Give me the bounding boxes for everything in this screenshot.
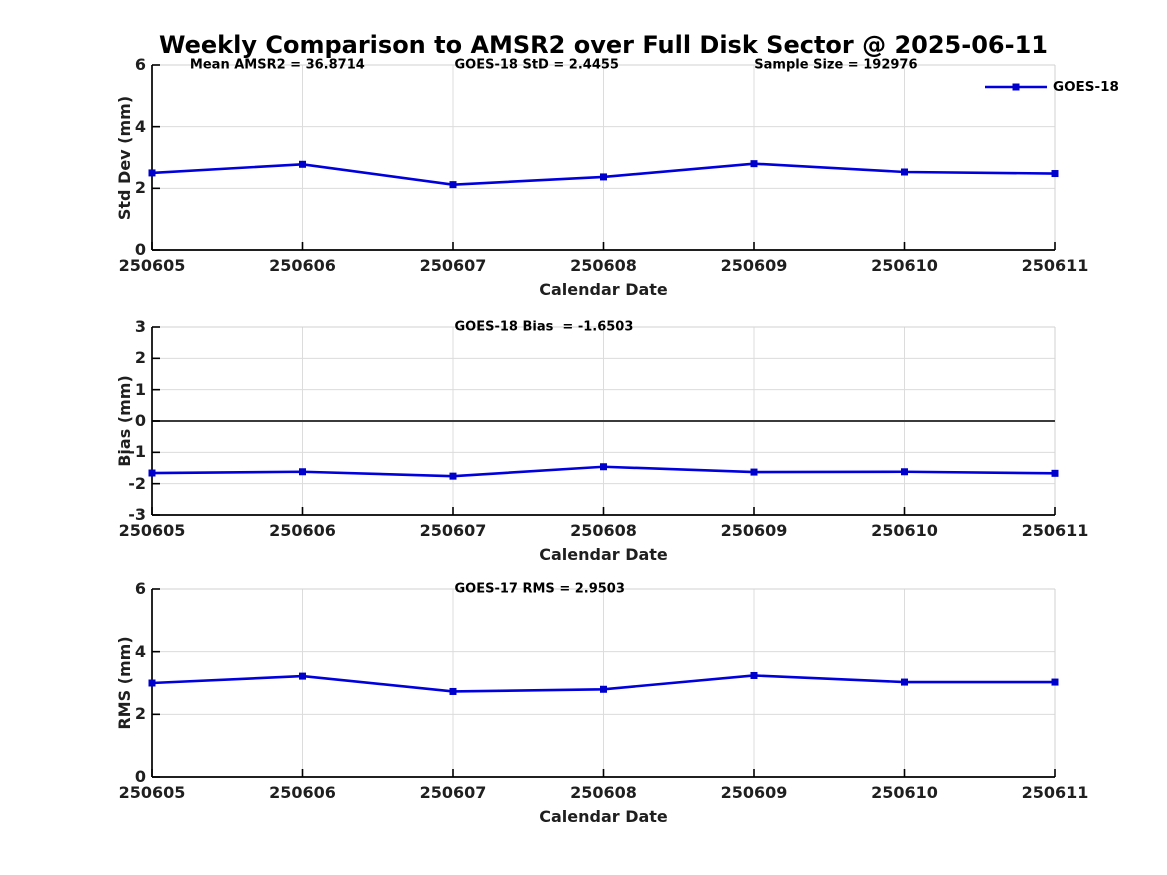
rms-series-marker [299,672,306,680]
rms-x-tick-label: 250605 [118,783,186,802]
bias-series-marker [600,463,607,471]
std-dev-x-tick-label: 250608 [570,256,637,275]
bias-x-axis-label: Calendar Date [539,545,668,564]
rms-y-axis-label: RMS (mm) [115,636,134,730]
std-dev-x-axis-label: Calendar Date [539,280,668,299]
rms-series-marker [600,685,607,693]
std-dev-x-tick-label: 250609 [720,256,788,275]
rms-x-tick-label: 250608 [570,783,637,802]
rms-x-tick-label: 250609 [720,783,788,802]
rms-y-tick-label: 2 [134,704,146,724]
rms-series-marker [148,679,156,687]
std-dev-x-tick-label: 250607 [419,256,487,275]
bias-series-marker [449,472,457,480]
bias-y-tick-label: 0 [134,411,146,430]
bias-y-tick-label: -2 [128,473,146,493]
bias-y-axis-label: Bias (mm) [115,375,134,467]
rms-y-tick-label: 6 [134,579,146,598]
rms-x-tick-label: 250606 [269,783,336,802]
rms-series-marker [750,671,758,679]
std-dev-x-tick-label: 250606 [269,256,336,275]
bias-x-tick-label: 250606 [269,521,336,540]
std-dev-y-tick-label: 6 [134,55,146,74]
rms-x-tick-label: 250610 [871,783,938,802]
std-dev-annotation: Sample Size = 192976 [754,57,918,73]
rms-series-marker [449,687,457,695]
bias-x-tick-label: 250607 [419,521,487,540]
rms-y-tick-label: 0 [134,767,146,786]
bias-x-tick-label: 250609 [720,521,788,540]
rms-x-tick-label: 250607 [419,783,487,802]
bias-y-tick-label: -3 [128,505,146,524]
bias-y-tick-label: 2 [134,348,146,368]
std-dev-y-tick-label: 0 [134,240,146,259]
bias-series-marker [750,468,758,476]
legend-marker-sample [1012,83,1020,91]
bias-x-tick-label: 250608 [570,521,637,540]
rms-series-marker [901,678,908,686]
std-dev-x-tick-label: 250611 [1021,256,1089,275]
std-dev-x-tick-label: 250605 [118,256,186,275]
rms-x-tick-label: 250611 [1021,783,1089,802]
bias-annotation: GOES-18 Bias = -1.6503 [454,319,634,335]
std-dev-series-marker [750,160,758,168]
std-dev-annotation: Mean AMSR2 = 36.8714 [189,57,365,73]
bias-x-tick-label: 250610 [871,521,938,540]
bias-y-tick-label: 1 [134,379,146,399]
std-dev-y-tick-label: 4 [134,116,146,136]
std-dev-x-tick-label: 250610 [871,256,938,275]
std-dev-annotation: GOES-18 StD = 2.4455 [454,57,619,73]
std-dev-series-marker [299,160,306,168]
rms-y-tick-label: 4 [134,641,146,661]
bias-y-tick-label: -1 [128,442,146,462]
std-dev-series-marker [1051,170,1059,178]
std-dev-series-marker [901,168,908,176]
legend-label: GOES-18 [1053,79,1119,95]
std-dev-series-marker [600,173,607,181]
bias-series-marker [299,468,306,476]
rms-x-axis-label: Calendar Date [539,807,668,826]
bias-series-marker [901,468,908,476]
bias-series-marker [1051,469,1059,477]
std-dev-series-marker [449,181,457,189]
bias-x-tick-label: 250611 [1021,521,1089,540]
bias-x-tick-label: 250605 [118,521,186,540]
std-dev-series-marker [148,169,156,177]
rms-series-marker [1051,678,1059,686]
std-dev-y-tick-label: 2 [134,178,146,198]
std-dev-y-axis-label: Std Dev (mm) [115,95,134,220]
rms-annotation: GOES-17 RMS = 2.9503 [454,581,625,597]
bias-y-tick-label: 3 [134,317,146,336]
bias-series-marker [148,469,156,477]
figure-title: Weekly Comparison to AMSR2 over Full Dis… [159,31,1048,59]
